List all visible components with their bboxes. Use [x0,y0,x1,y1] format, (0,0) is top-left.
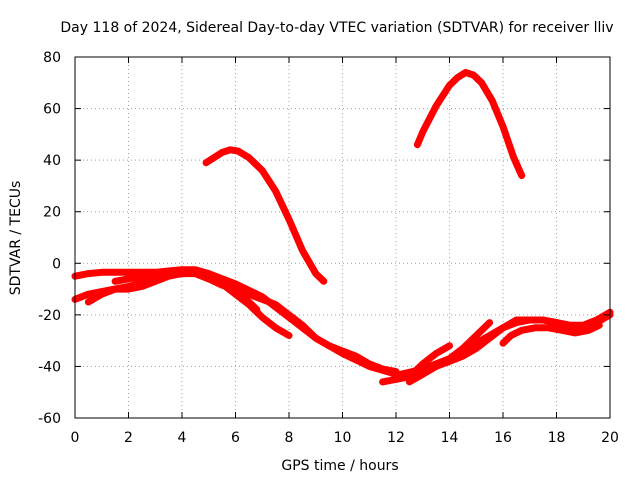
y-axis-label: SDTVAR / TECUs [8,181,24,296]
y-tick-label: 80 [43,50,61,66]
series-arc-5 [202,146,328,285]
tick-marks [74,56,611,419]
series-arc-9 [405,319,494,386]
y-tick-labels: -60 -40 -20 0 20 40 60 80 [38,50,61,427]
x-tick-label: 20 [601,430,619,446]
y-tick-label: 0 [52,256,61,272]
x-tick-label: 18 [548,430,566,446]
x-tick-label: 4 [178,430,187,446]
x-tick-label: 6 [231,430,240,446]
series-arc-4 [111,267,400,376]
y-tick-label: -20 [38,308,61,324]
x-tick-label: 12 [387,430,405,446]
x-tick-label: 14 [441,430,459,446]
series-arc-10 [392,342,453,383]
x-tick-label: 16 [494,430,512,446]
x-tick-label: 10 [334,430,352,446]
x-tick-label: 8 [285,430,294,446]
series-arc-11 [499,321,603,347]
y-tick-label: 20 [43,205,61,221]
y-tick-label: 60 [43,102,61,118]
x-tick-labels: 0 2 4 6 8 10 12 14 16 18 20 [71,430,619,446]
grid [75,57,610,418]
series-arc-6 [413,69,526,180]
chart-title: Day 118 of 2024, Sidereal Day-to-day VTE… [60,20,613,36]
y-tick-label: -40 [38,359,61,375]
x-tick-label: 0 [71,430,80,446]
y-tick-label: -60 [38,411,61,427]
x-axis-label: GPS time / hours [281,458,398,474]
x-tick-label: 2 [124,430,133,446]
series-layer [71,69,614,386]
y-tick-label: 40 [43,153,61,169]
